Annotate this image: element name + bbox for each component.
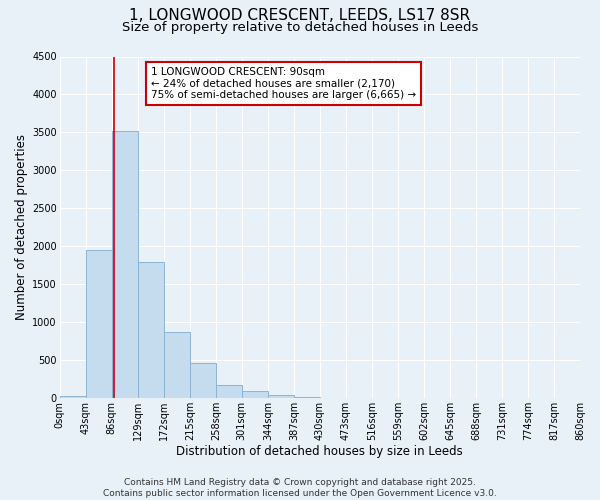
Text: Contains HM Land Registry data © Crown copyright and database right 2025.
Contai: Contains HM Land Registry data © Crown c…: [103, 478, 497, 498]
Text: 1 LONGWOOD CRESCENT: 90sqm
← 24% of detached houses are smaller (2,170)
75% of s: 1 LONGWOOD CRESCENT: 90sqm ← 24% of deta…: [151, 67, 416, 100]
Bar: [59, 396, 86, 398]
Bar: [112, 131, 138, 398]
Y-axis label: Number of detached properties: Number of detached properties: [15, 134, 28, 320]
Bar: [86, 250, 112, 398]
X-axis label: Distribution of detached houses by size in Leeds: Distribution of detached houses by size …: [176, 444, 463, 458]
Bar: [294, 396, 320, 398]
Bar: [164, 332, 190, 398]
Bar: [216, 385, 242, 398]
Bar: [190, 364, 216, 398]
Text: 1, LONGWOOD CRESCENT, LEEDS, LS17 8SR: 1, LONGWOOD CRESCENT, LEEDS, LS17 8SR: [130, 8, 470, 22]
Text: Size of property relative to detached houses in Leeds: Size of property relative to detached ho…: [122, 21, 478, 34]
Bar: [138, 262, 164, 398]
Bar: [268, 395, 294, 398]
Bar: [242, 392, 268, 398]
